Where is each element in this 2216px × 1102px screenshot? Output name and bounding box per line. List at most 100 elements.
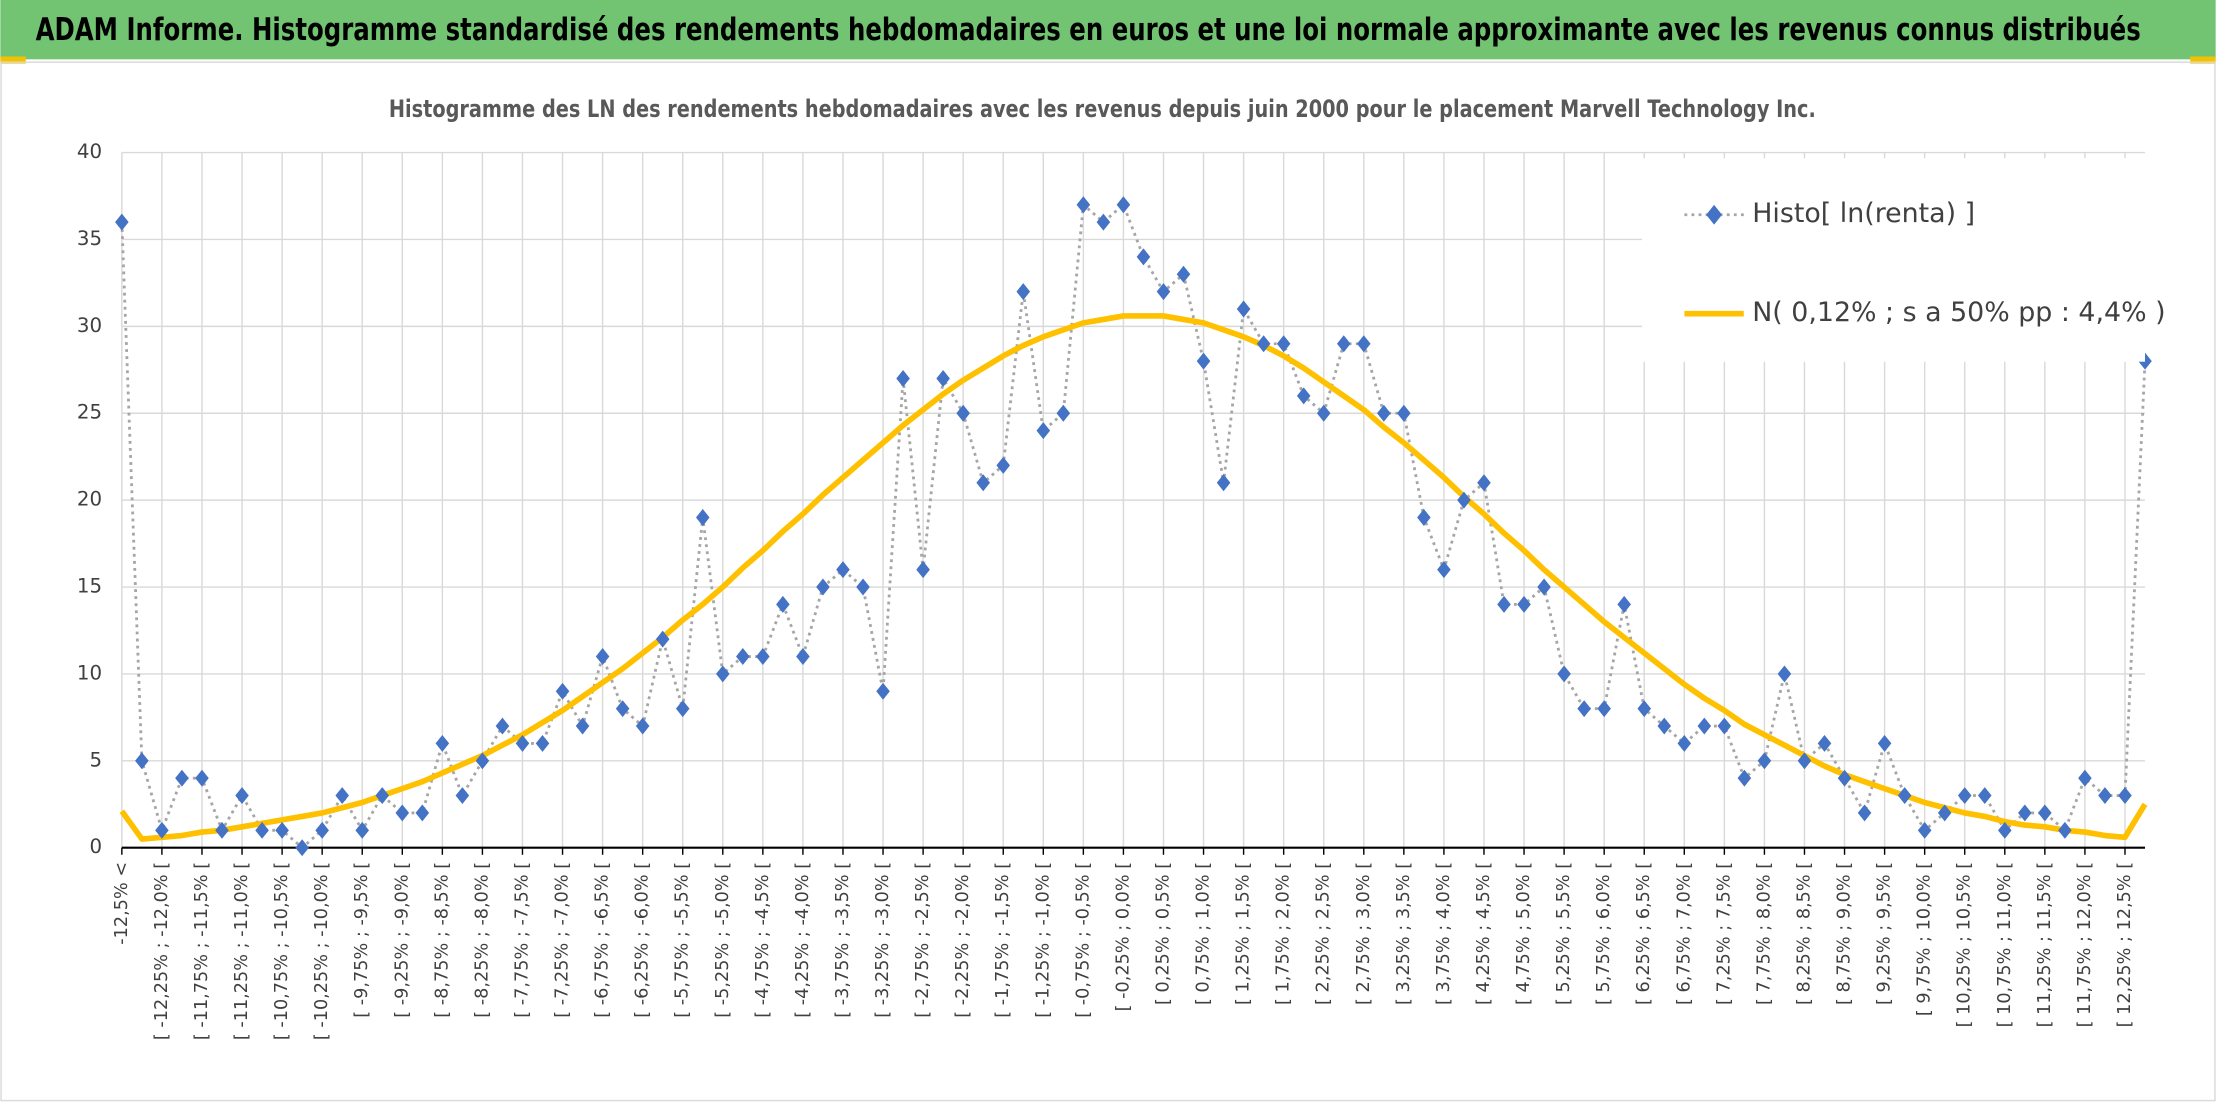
y-tick-label: 15: [77, 575, 102, 598]
x-tick-label: [ -11,25% ; -11,0% [: [232, 862, 252, 1040]
y-tick-label: 0: [89, 835, 102, 858]
x-tick-label: [ -10,75% ; -10,5% [: [272, 862, 292, 1040]
legend: Histo[ ln(renta) ] N( 0,12% ; s a 50% pp …: [1642, 158, 2166, 362]
marker: [976, 474, 990, 492]
marker: [1457, 491, 1471, 509]
marker: [1998, 821, 2012, 839]
marker: [295, 839, 309, 857]
marker: [2118, 787, 2132, 805]
marker: [776, 595, 790, 613]
marker: [1477, 474, 1491, 492]
marker: [455, 787, 470, 805]
y-tick-label: 40: [77, 140, 102, 163]
marker: [1677, 734, 1692, 752]
marker: [2018, 804, 2032, 822]
marker: [535, 734, 550, 752]
x-tick-label: [ -10,25% ; -10,0% [: [312, 862, 332, 1040]
marker: [1737, 769, 1752, 787]
x-tick-label: [ -2,75% ; -2,5% [: [913, 862, 933, 1018]
marker: [2038, 804, 2052, 822]
y-tick-label: 10: [77, 661, 102, 684]
corner: [2190, 56, 2216, 64]
header-title: ADAM Informe. Histogramme standardisé de…: [36, 12, 2141, 48]
x-tick-label: [ 5,25% ; 5,5% [: [1554, 862, 1574, 1005]
marker: [615, 700, 630, 718]
x-tick-label: [ 6,75% ; 7,0% [: [1674, 862, 1694, 1005]
chart-title: Histogramme des LN des rendements hebdom…: [389, 95, 1816, 123]
marker: [475, 752, 490, 770]
x-tick-label: [ -6,75% ; -6,5% [: [593, 862, 613, 1018]
marker: [1336, 335, 1351, 353]
x-tick-label: [ -12,25% ; -12,0% [: [152, 862, 172, 1040]
x-tick-label: [ 10,25% ; 10,5% [: [1955, 862, 1975, 1028]
marker: [1116, 196, 1131, 214]
y-tick-label: 30: [77, 314, 102, 337]
marker: [655, 630, 670, 648]
marker: [836, 561, 850, 579]
marker: [335, 787, 349, 805]
x-tick-label: [ -1,25% ; -1,0% [: [1033, 862, 1053, 1018]
marker: [1296, 387, 1311, 405]
marker: [275, 821, 289, 839]
x-tick-label: [ 4,25% ; 4,5% [: [1474, 862, 1494, 1005]
x-tick-label: [ 2,75% ; 3,0% [: [1354, 862, 1374, 1005]
x-tick-label: [ -2,25% ; -2,0% [: [953, 862, 973, 1018]
marker: [1236, 300, 1251, 318]
x-tick-label: [ 8,25% ; 8,5% [: [1794, 862, 1814, 1005]
marker: [1937, 804, 1952, 822]
x-tick-label: [ 10,75% ; 11,0% [: [1995, 862, 2015, 1028]
marker: [1056, 404, 1071, 422]
x-tick-label: [ 12,25% ; 12,5% [: [2115, 862, 2135, 1028]
x-tick-label: [ -3,75% ; -3,5% [: [833, 862, 853, 1018]
marker: [876, 682, 890, 700]
marker: [1777, 665, 1792, 683]
x-tick-label: [ 3,25% ; 3,5% [: [1394, 862, 1414, 1005]
x-tick-label: [ -8,25% ; -8,0% [: [472, 862, 492, 1018]
marker: [1397, 404, 1411, 422]
x-tick-label: [ -8,75% ; -8,5% [: [432, 862, 452, 1018]
marker: [155, 821, 169, 839]
legend-label: Histo[ ln(renta) ]: [1752, 198, 1975, 229]
marker: [495, 717, 510, 735]
marker: [1377, 404, 1391, 422]
x-tick-label: [ 8,75% ; 9,0% [: [1835, 862, 1855, 1005]
y-tick-label: 20: [77, 488, 102, 511]
marker: [1557, 665, 1571, 683]
marker: [175, 769, 189, 787]
marker: [2098, 787, 2112, 805]
x-tick-label: [ -9,75% ; -9,5% [: [352, 862, 372, 1018]
marker: [1597, 700, 1611, 718]
marker: [435, 734, 450, 752]
marker: [195, 769, 209, 787]
marker: [716, 665, 730, 683]
corner: [0, 56, 26, 64]
x-tick-label: [ 11,25% ; 11,5% [: [2035, 862, 2055, 1028]
x-tick-label: [ -3,25% ; -3,0% [: [873, 862, 893, 1018]
x-tick-label: [ -11,75% ; -11,5% [: [192, 862, 212, 1040]
grid: 0 5 10 15 20 25 30 35 40 -12,5% < [ -12,25% ; -12,…: [77, 140, 2146, 1040]
x-tick-label: [ 6,25% ; 6,5% [: [1634, 862, 1654, 1005]
marker: [1196, 352, 1211, 370]
frame: [0, 61, 2216, 1102]
marker: [1096, 213, 1111, 231]
x-tick-label: [ 1,75% ; 2,0% [: [1274, 862, 1294, 1005]
x-tick-label: [ 5,75% ; 6,0% [: [1594, 862, 1614, 1005]
marker: [135, 752, 149, 770]
x-tick-label: [ 7,25% ; 7,5% [: [1714, 862, 1734, 1005]
y-tick-label: 35: [77, 227, 102, 250]
x-tick-label: [ 0,25% ; 0,5% [: [1153, 862, 1173, 1005]
marker: [1657, 717, 1672, 735]
x-tick-label: [ -7,25% ; -7,0% [: [553, 862, 573, 1018]
x-tick-label: [ 11,75% ; 12,0% [: [2075, 862, 2095, 1028]
marker: [936, 370, 950, 387]
legend-label: N( 0,12% ; s a 50% pp : 4,4% ): [1752, 297, 2165, 328]
marker: [1036, 422, 1051, 440]
marker: [1316, 404, 1331, 422]
marker: [315, 821, 329, 839]
marker: [555, 682, 570, 700]
x-tick-label: [ -6,25% ; -6,0% [: [633, 862, 653, 1018]
marker: [1797, 752, 1812, 770]
x-tick-label: [ -5,75% ; -5,5% [: [673, 862, 693, 1018]
marker: [1857, 804, 1872, 822]
